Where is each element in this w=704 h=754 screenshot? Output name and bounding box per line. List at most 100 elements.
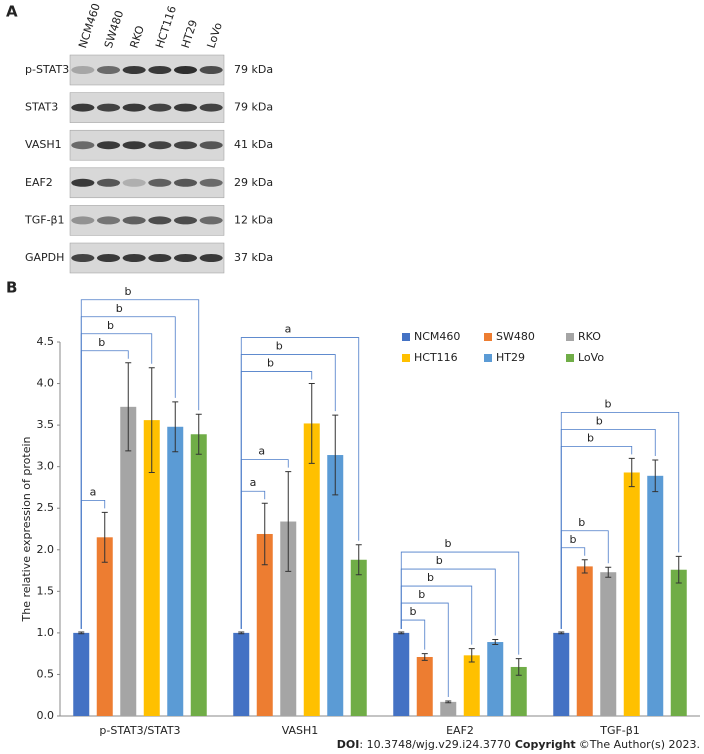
blot-band	[122, 178, 146, 187]
y-tick-label: 0.0	[37, 709, 55, 722]
error-bar	[445, 700, 452, 704]
error-bar	[78, 631, 85, 635]
blot-strip	[69, 205, 225, 236]
bar	[463, 655, 480, 716]
blot-band	[96, 103, 121, 112]
bar	[327, 455, 344, 716]
significance-label: a	[90, 485, 97, 498]
blot-strip	[69, 92, 225, 123]
blot-band	[148, 254, 172, 262]
bar	[73, 632, 90, 716]
significance-label: b	[570, 533, 577, 546]
blot-strip	[69, 242, 225, 274]
lane-label: LoVo	[205, 21, 226, 50]
bar	[440, 701, 457, 716]
significance-label: b	[596, 414, 603, 427]
error-bar	[148, 367, 155, 473]
bar	[670, 569, 687, 716]
y-tick-label: 0.5	[37, 667, 55, 680]
y-tick-label: 3.5	[37, 418, 55, 431]
bar	[120, 406, 137, 716]
significance-label: a	[258, 445, 265, 458]
y-tick-label: 1.5	[37, 584, 55, 597]
blot-band	[96, 66, 121, 74]
y-tick-label: 2.0	[37, 543, 55, 556]
significance-bracket	[80, 333, 153, 629]
error-bar	[652, 459, 659, 493]
lane-label: HCT116	[153, 4, 179, 50]
blot-band	[173, 103, 198, 112]
error-bar	[101, 511, 108, 563]
error-bar	[468, 648, 475, 663]
blot-strip	[69, 54, 225, 86]
protein-label: p-STAT3	[25, 63, 69, 76]
blot-band	[173, 178, 198, 187]
bar	[487, 642, 504, 716]
blot-band	[148, 178, 172, 187]
y-tick-label: 4.5	[37, 335, 55, 348]
blot-band	[96, 216, 121, 225]
bar	[623, 472, 640, 716]
bar	[96, 537, 113, 716]
blot-band	[71, 216, 95, 225]
size-label: 12 kDa	[234, 213, 273, 226]
error-bar	[172, 401, 179, 453]
bar	[350, 559, 367, 716]
bar	[576, 566, 593, 716]
bar	[510, 666, 527, 716]
blot-band	[122, 66, 146, 74]
significance-label: b	[445, 537, 452, 550]
copyright-label: Copyright	[515, 738, 576, 751]
error-bar	[515, 658, 522, 676]
significance-bracket	[80, 299, 200, 629]
error-bar	[492, 639, 499, 646]
legend-label: SW480	[496, 330, 535, 343]
significance-label: b	[276, 340, 283, 353]
legend-label: LoVo	[578, 351, 604, 364]
protein-label: STAT3	[25, 101, 58, 114]
blot-band	[148, 216, 172, 225]
blot-band	[71, 141, 95, 150]
y-tick-label: 2.5	[37, 501, 55, 514]
protein-label: EAF2	[25, 176, 53, 189]
bar	[256, 533, 273, 716]
legend-swatch	[402, 333, 410, 341]
bar	[303, 423, 320, 716]
lane-label: HT29	[179, 18, 200, 50]
significance-label: b	[436, 554, 443, 567]
significance-label: a	[285, 323, 292, 336]
significance-label: b	[410, 605, 417, 618]
blot-band	[148, 66, 172, 74]
panel-label: B	[6, 279, 17, 297]
error-bar	[195, 413, 202, 455]
error-bar	[355, 544, 362, 576]
blot-band	[148, 141, 172, 150]
error-bar	[308, 383, 315, 464]
y-tick-label: 3.0	[37, 460, 55, 473]
blot-band	[173, 254, 198, 262]
error-bar	[605, 566, 612, 578]
significance-label: b	[587, 431, 594, 444]
blot-band	[173, 216, 198, 225]
blot-band	[122, 216, 146, 225]
error-bar	[261, 502, 268, 566]
error-bar	[125, 362, 132, 452]
bar	[600, 572, 617, 716]
significance-label: b	[107, 319, 114, 332]
blot-band	[71, 178, 95, 187]
protein-label: VASH1	[25, 138, 62, 151]
legend-swatch	[402, 354, 410, 362]
blot-band	[199, 141, 223, 150]
blot-band	[199, 66, 223, 74]
bar	[167, 426, 184, 716]
error-bar	[421, 653, 428, 661]
error-bar	[558, 631, 565, 635]
error-bar	[285, 471, 292, 572]
protein-label: GAPDH	[25, 251, 64, 264]
blot-band	[199, 216, 223, 225]
blot-band	[199, 254, 223, 262]
blot-band	[122, 103, 146, 112]
lane-label: RKO	[128, 24, 148, 50]
lane-label: SW480	[102, 9, 126, 50]
blot-band	[122, 141, 146, 150]
